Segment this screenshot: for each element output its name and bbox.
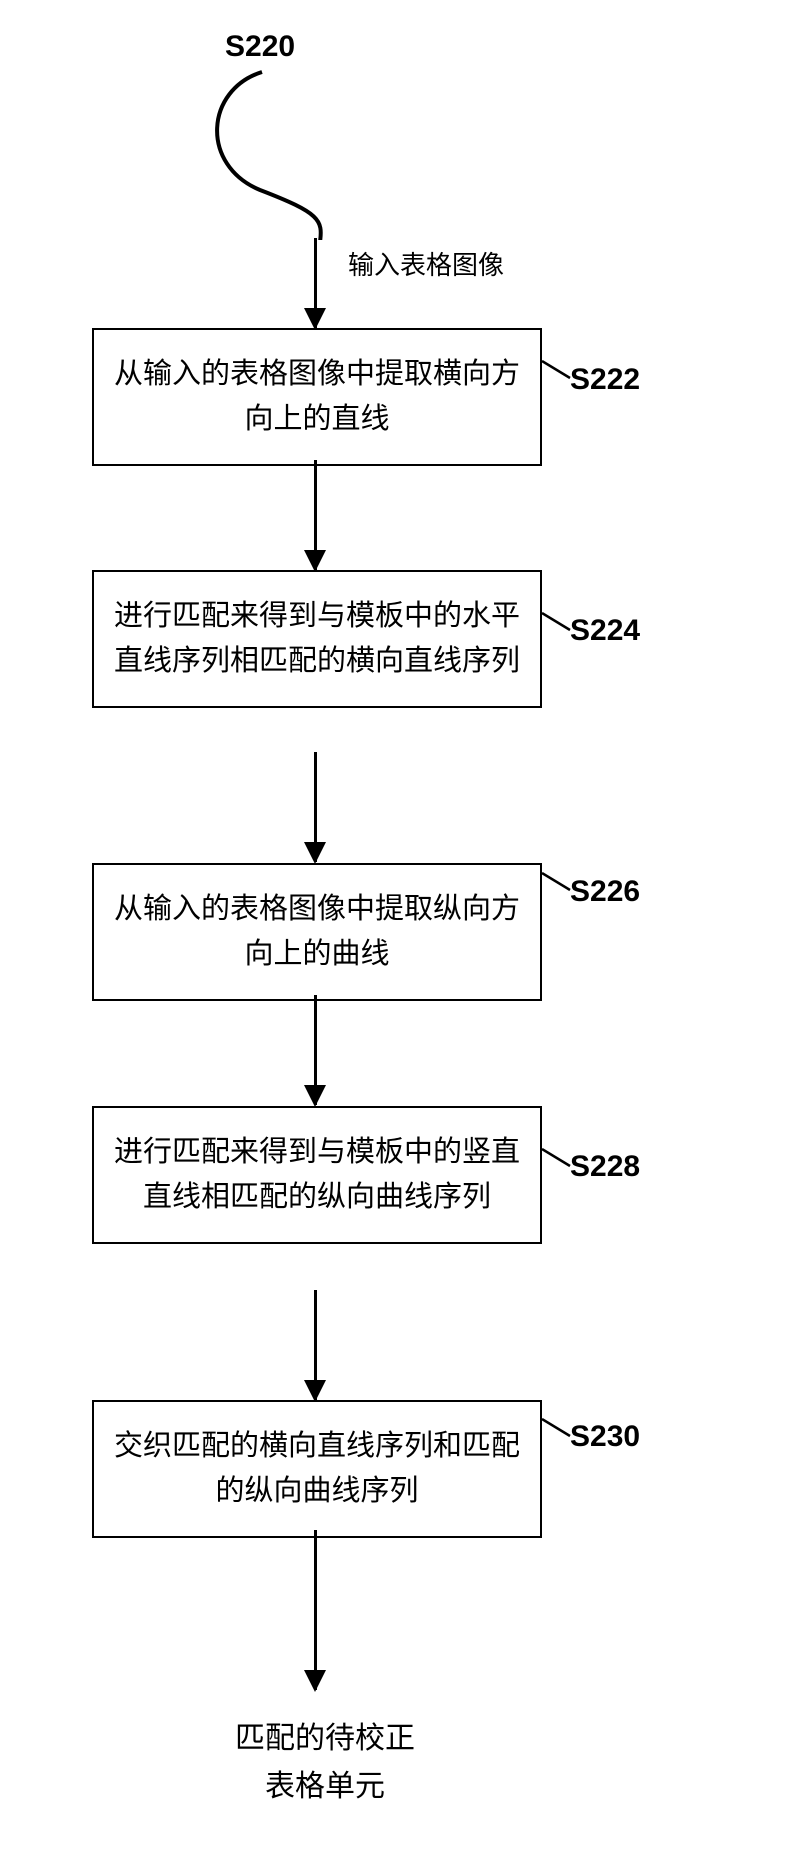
flowchart-box-s228: 进行匹配来得到与模板中的竖直直线相匹配的纵向曲线序列 <box>92 1106 542 1244</box>
box-label-s230: S230 <box>570 1420 640 1454</box>
output-line1: 匹配的待校正 <box>235 1722 415 1755</box>
flowchart-box-s222: 从输入的表格图像中提取横向方向上的直线 <box>92 328 542 466</box>
arrow-2 <box>314 752 317 862</box>
box-text: 从输入的表格图像中提取横向方向上的直线 <box>110 352 524 442</box>
arrow-5 <box>314 1530 317 1690</box>
box-text: 进行匹配来得到与模板中的竖直直线相匹配的纵向曲线序列 <box>110 1130 524 1220</box>
box-text: 交织匹配的横向直线序列和匹配的纵向曲线序列 <box>110 1424 524 1514</box>
label-tick-s224 <box>541 612 571 647</box>
flowchart-box-s226: 从输入的表格图像中提取纵向方向上的曲线 <box>92 863 542 1001</box>
label-tick-s222 <box>541 360 571 395</box>
flowchart-box-s224: 进行匹配来得到与模板中的水平直线序列相匹配的横向直线序列 <box>92 570 542 708</box>
arrow-1 <box>314 460 317 570</box>
output-line2: 表格单元 <box>265 1770 385 1803</box>
box-label-s222: S222 <box>570 363 640 397</box>
box-label-s224: S224 <box>570 614 640 648</box>
arrow-0 <box>314 238 317 328</box>
box-text: 从输入的表格图像中提取纵向方向上的曲线 <box>110 887 524 977</box>
output-label: 匹配的待校正 表格单元 <box>225 1715 425 1811</box>
box-label-s226: S226 <box>570 875 640 909</box>
flowchart-box-s230: 交织匹配的横向直线序列和匹配的纵向曲线序列 <box>92 1400 542 1538</box>
input-label: 输入表格图像 <box>348 245 504 282</box>
label-tick-s228 <box>541 1148 571 1183</box>
title-connector-curve <box>195 70 345 240</box>
box-text: 进行匹配来得到与模板中的水平直线序列相匹配的横向直线序列 <box>110 594 524 684</box>
box-label-s228: S228 <box>570 1150 640 1184</box>
label-tick-s230 <box>541 1418 571 1453</box>
arrow-4 <box>314 1290 317 1400</box>
arrow-3 <box>314 995 317 1105</box>
flowchart-title: S220 <box>225 30 295 64</box>
label-tick-s226 <box>541 872 571 907</box>
